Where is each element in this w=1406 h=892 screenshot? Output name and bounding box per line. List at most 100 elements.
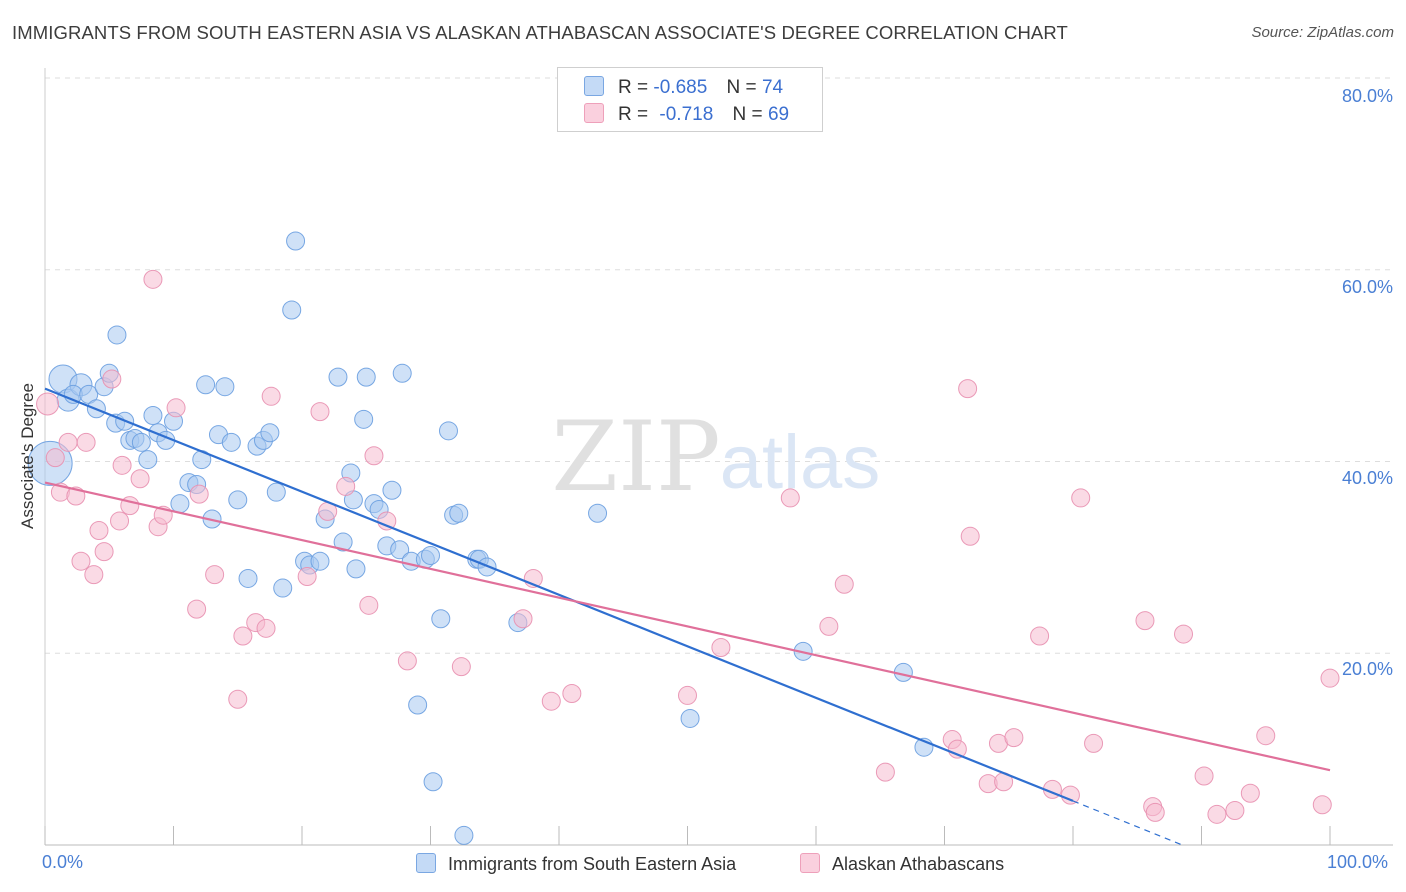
pink-point-58 bbox=[1084, 733, 1104, 753]
blue-point-60 bbox=[431, 609, 451, 629]
pink-point-41 bbox=[711, 637, 731, 657]
legend-r-label: R = bbox=[618, 77, 649, 98]
x-tick-100: 100.0% bbox=[1327, 852, 1389, 872]
pink-point-56 bbox=[1060, 785, 1080, 805]
correlation-legend: R = -0.685 N = 74 R = -0.718 N = 69 bbox=[557, 67, 823, 132]
blue-point-37 bbox=[286, 231, 306, 251]
pink-point-19 bbox=[187, 599, 207, 619]
pink-point-22 bbox=[228, 689, 248, 709]
watermark-zip: ZIP bbox=[551, 401, 720, 513]
legend-swatch-blue bbox=[584, 76, 604, 96]
pink-point-66 bbox=[1240, 783, 1260, 803]
legend-n-label: N = bbox=[726, 77, 757, 98]
legend-n-value-pink: 69 bbox=[767, 104, 790, 125]
blue-trend-extension bbox=[1072, 800, 1183, 846]
pink-point-68 bbox=[1312, 795, 1332, 815]
pink-point-54 bbox=[1030, 626, 1050, 646]
y-tick-80: 80.0% bbox=[1341, 86, 1393, 106]
watermark: ZIP atlas bbox=[551, 401, 880, 513]
blue-point-46 bbox=[346, 559, 366, 579]
blue-point-69 bbox=[588, 503, 608, 523]
blue-point-29 bbox=[228, 490, 248, 510]
grid-lines bbox=[45, 77, 1393, 654]
blue-point-33 bbox=[260, 423, 280, 443]
pink-point-10 bbox=[102, 369, 122, 389]
bottom-legend-pink: Alaskan Athabascans bbox=[800, 853, 1004, 875]
bottom-legend-label-blue: Immigrants from South Eastern Asia bbox=[448, 854, 737, 874]
bottom-legend-label-pink: Alaskan Athabascans bbox=[832, 854, 1005, 874]
legend-r-value-pink: -0.718 bbox=[659, 104, 714, 125]
blue-point-47 bbox=[354, 409, 374, 429]
blue-point-36 bbox=[282, 300, 302, 320]
pink-point-67 bbox=[1256, 726, 1276, 746]
pink-point-30 bbox=[336, 476, 356, 496]
y-tick-20: 20.0% bbox=[1341, 659, 1393, 679]
pink-point-26 bbox=[261, 386, 281, 406]
pink-point-25 bbox=[256, 618, 276, 638]
blue-point-43 bbox=[333, 532, 353, 552]
legend-n-value-blue: 74 bbox=[761, 77, 784, 98]
chart-title: IMMIGRANTS FROM SOUTH EASTERN ASIA VS AL… bbox=[12, 22, 1068, 43]
blue-point-34 bbox=[266, 482, 286, 502]
blue-trend-line bbox=[44, 387, 1074, 802]
x-tick-0: 0.0% bbox=[42, 852, 84, 872]
pink-point-31 bbox=[359, 595, 379, 615]
blue-point-53 bbox=[390, 540, 410, 560]
series-alaskan-athabascans-points bbox=[36, 269, 1340, 824]
blue-point-28 bbox=[221, 432, 241, 452]
pink-point-3 bbox=[58, 432, 78, 452]
blue-point-27 bbox=[215, 377, 235, 397]
bottom-legend-blue: Immigrants from South Eastern Asia bbox=[416, 853, 736, 875]
y-tick-40: 40.0% bbox=[1341, 468, 1393, 488]
pink-point-27 bbox=[297, 567, 317, 587]
pink-point-63 bbox=[1194, 766, 1214, 786]
blue-point-35 bbox=[273, 578, 293, 598]
pink-trend-line bbox=[44, 481, 1331, 772]
y-axis-label: Associate's Degree bbox=[18, 383, 37, 529]
blue-point-70 bbox=[680, 708, 700, 728]
pink-point-69 bbox=[1320, 668, 1340, 688]
pink-point-49 bbox=[960, 526, 980, 546]
blue-point-15 bbox=[138, 450, 158, 470]
pink-point-21 bbox=[205, 565, 225, 585]
blue-point-42 bbox=[328, 367, 348, 387]
pink-point-18 bbox=[166, 398, 186, 418]
pink-point-59 bbox=[1135, 611, 1155, 631]
blue-point-20 bbox=[170, 494, 190, 514]
blue-point-64 bbox=[454, 825, 474, 845]
legend-r-label: R = bbox=[618, 104, 649, 125]
pink-point-38 bbox=[541, 691, 561, 711]
pink-point-14 bbox=[130, 469, 150, 489]
bottom-legend-swatch-blue bbox=[416, 853, 436, 873]
series-immigrants-se-asia-points bbox=[27, 231, 934, 845]
pink-point-12 bbox=[112, 455, 132, 475]
pink-point-20 bbox=[189, 484, 209, 504]
pink-point-39 bbox=[562, 684, 582, 704]
blue-point-48 bbox=[356, 367, 376, 387]
trend-lines bbox=[44, 387, 1331, 846]
pink-point-57 bbox=[1071, 488, 1091, 508]
pink-point-53 bbox=[1004, 728, 1024, 748]
blue-point-10 bbox=[107, 325, 127, 345]
blue-point-59 bbox=[423, 772, 443, 792]
legend-row-blue: R = -0.685 N = 74 bbox=[584, 76, 783, 99]
pink-point-11 bbox=[110, 511, 130, 531]
pink-point-5 bbox=[71, 551, 91, 571]
pink-point-7 bbox=[84, 565, 104, 585]
pink-point-1 bbox=[45, 448, 65, 468]
pink-point-34 bbox=[397, 651, 417, 671]
blue-point-56 bbox=[408, 695, 428, 715]
blue-point-30 bbox=[238, 568, 258, 588]
pink-point-8 bbox=[89, 521, 109, 541]
pink-point-43 bbox=[819, 616, 839, 636]
source-credit: Source: ZipAtlas.com bbox=[1251, 24, 1394, 41]
pink-point-32 bbox=[364, 446, 384, 466]
pink-point-15 bbox=[143, 269, 163, 289]
legend-swatch-pink bbox=[584, 103, 604, 123]
blue-point-52 bbox=[382, 480, 402, 500]
legend-r-value-blue: -0.685 bbox=[653, 77, 708, 98]
pink-point-44 bbox=[834, 574, 854, 594]
y-tick-60: 60.0% bbox=[1341, 277, 1393, 297]
blue-point-24 bbox=[196, 375, 216, 395]
